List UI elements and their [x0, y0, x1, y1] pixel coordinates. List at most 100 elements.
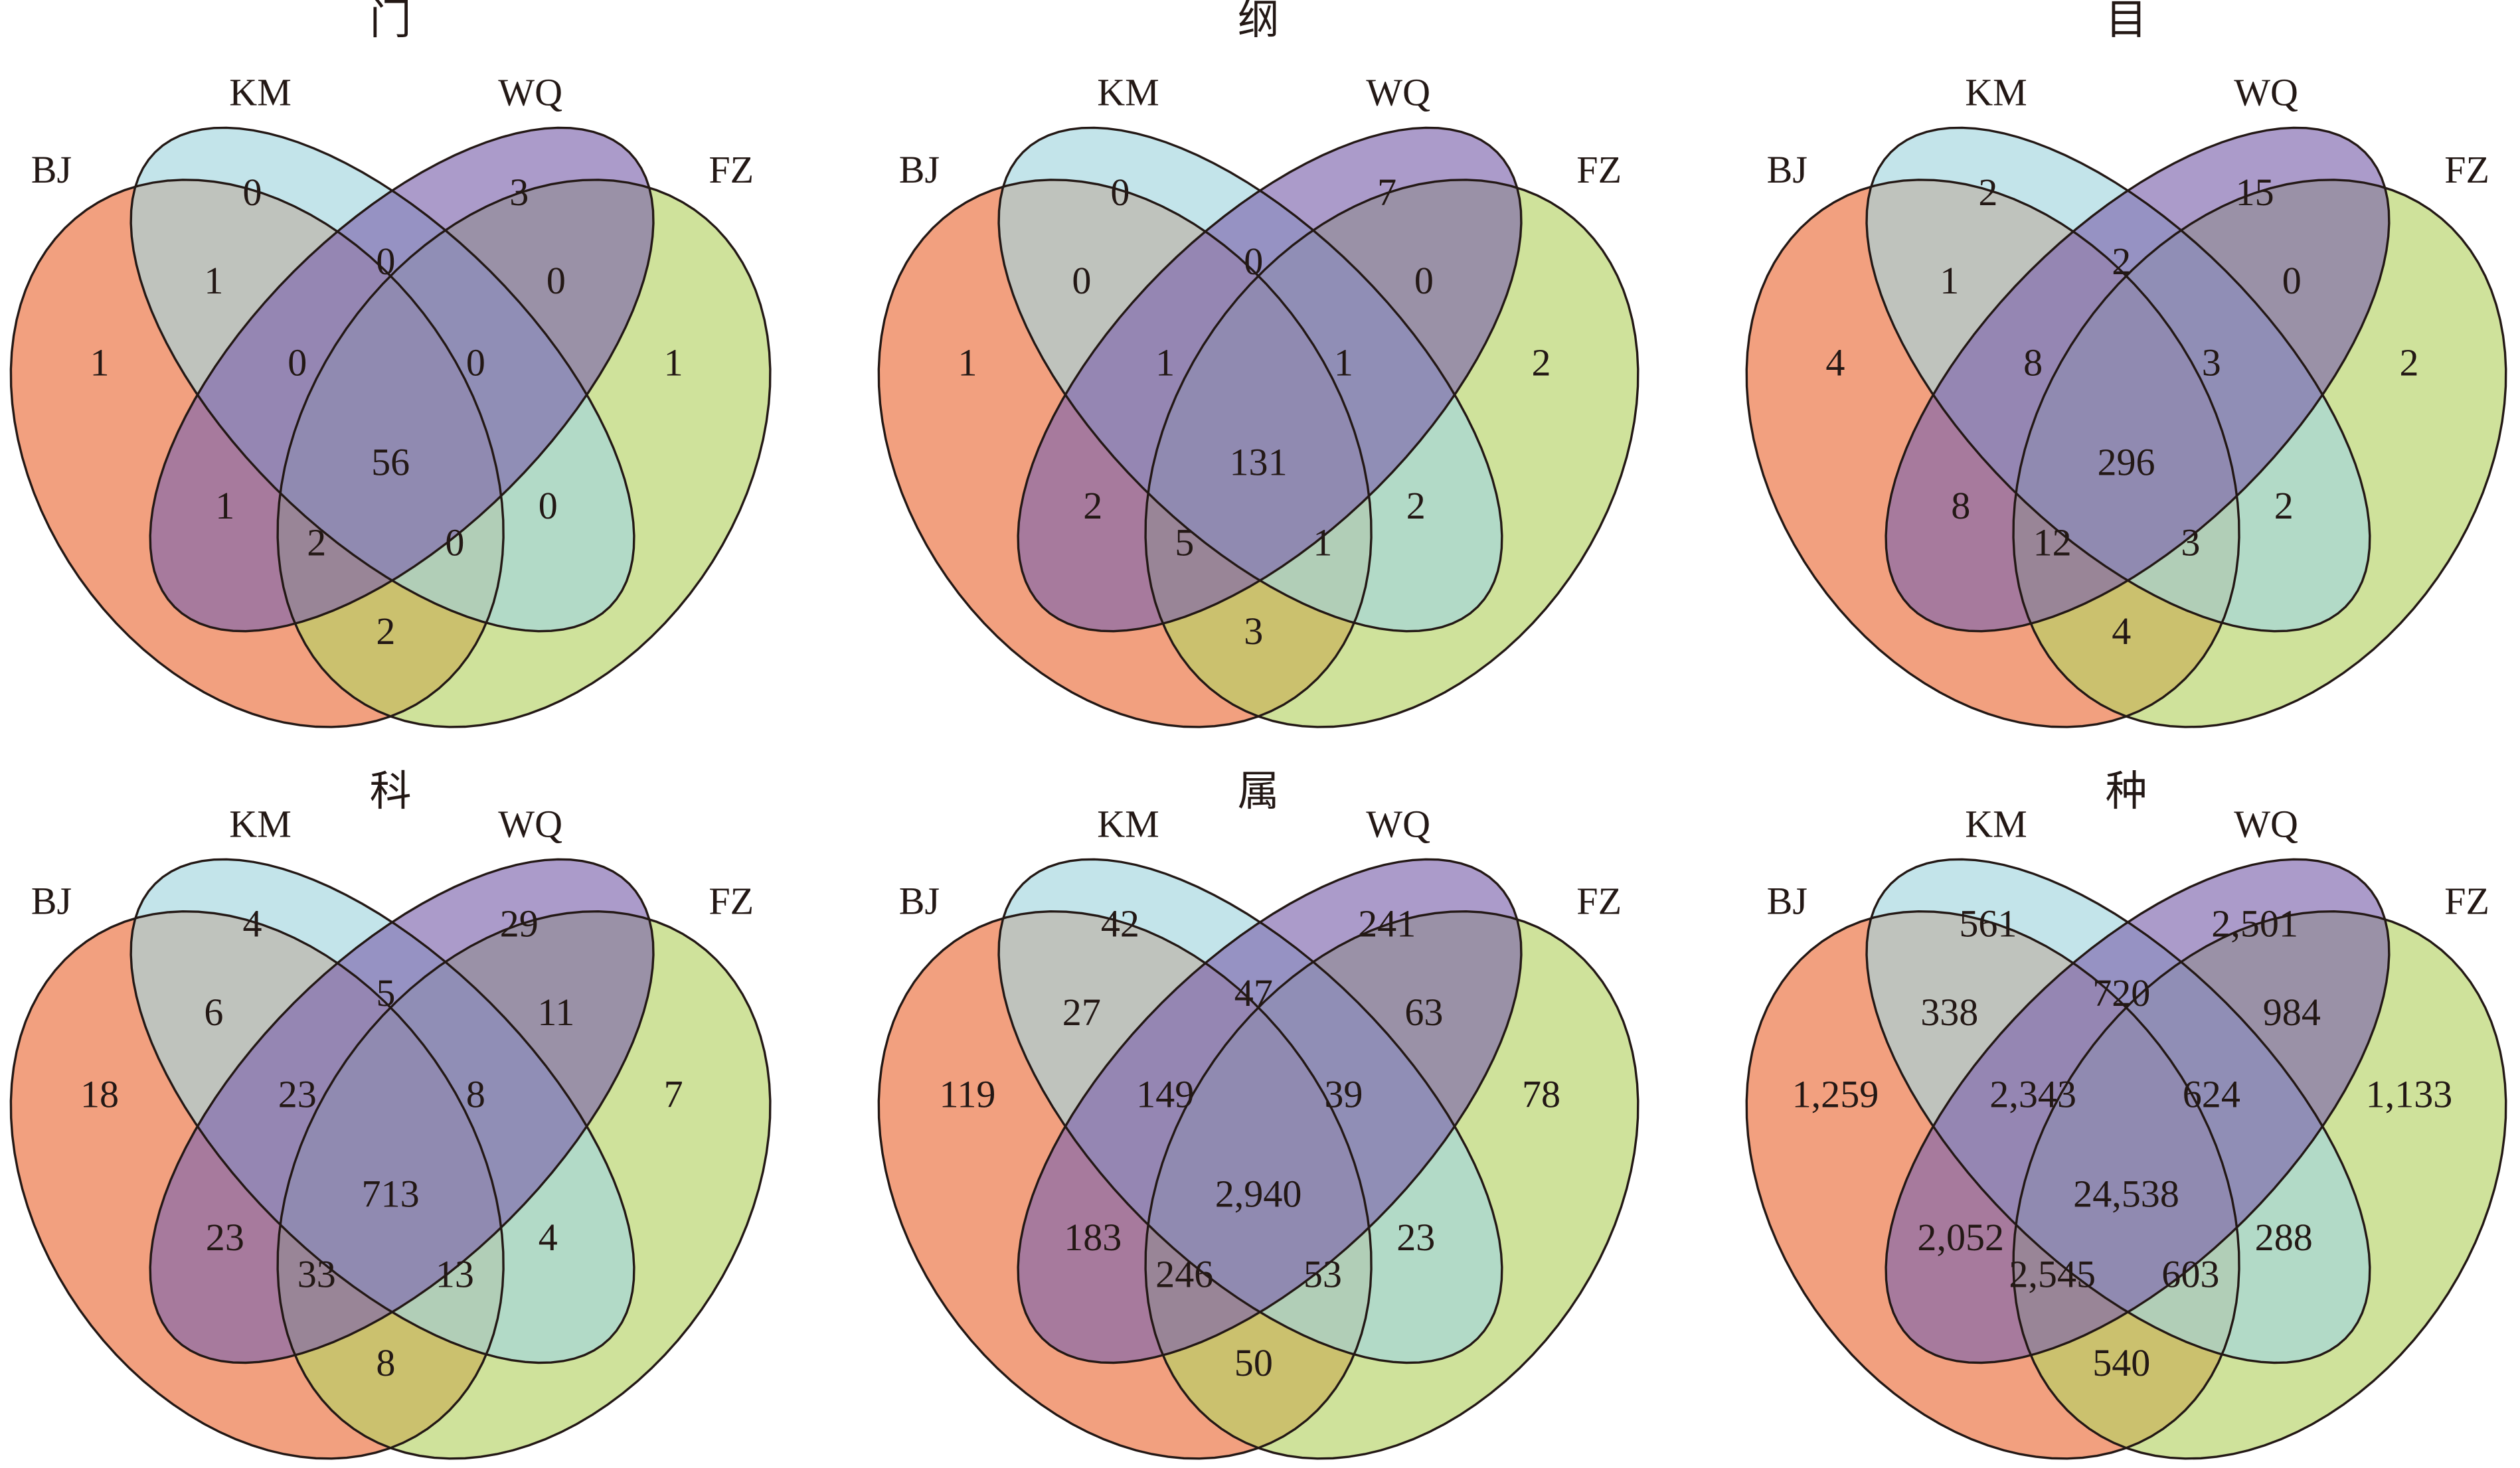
venn-panel: 科 BJ KM WQ FZ 4 29 5 6 11 18 7 23 8 713 23 4 33 13 8 [9, 768, 772, 1460]
region-count-bj-wq-fz: 33 [297, 1253, 336, 1296]
region-count-wq: 15 [2236, 171, 2274, 214]
region-count-bj-km-fz: 13 [436, 1253, 474, 1296]
region-count-bj-km: 6 [204, 991, 223, 1034]
set-label-wq: WQ [2234, 71, 2298, 114]
set-fz-outline [276, 179, 772, 728]
region-count-km-fz: 23 [1396, 1216, 1435, 1259]
region-count-km: 2 [1978, 171, 1997, 214]
region-count-bj-km: 1 [1940, 259, 1959, 302]
region-count-bj-km-wq-fz: 713 [362, 1172, 420, 1215]
set-label-km: KM [229, 802, 292, 845]
region-count-bj-km-wq-fz: 296 [2097, 441, 2155, 484]
region-count-bj-wq: 1 [215, 484, 234, 527]
set-wq-ellipse [150, 127, 653, 631]
set-label-wq: WQ [1366, 71, 1430, 114]
set-bj-outline [1745, 179, 2240, 728]
region-count-fz: 2 [2399, 341, 2418, 384]
region-count-km-wq: 5 [376, 971, 395, 1015]
region-count-wq: 7 [1377, 171, 1396, 214]
region-count-bj-km: 0 [1072, 259, 1091, 302]
panel-title: 目 [2106, 0, 2147, 43]
set-fz-outline [2012, 179, 2507, 728]
region-count-wq: 241 [1358, 902, 1416, 945]
venn-panel: 门 BJ KM WQ FZ 0 3 0 1 0 1 1 0 0 56 1 0 2 0 2 [9, 0, 772, 728]
panel-title: 科 [370, 768, 412, 815]
region-count-wq: 3 [509, 171, 529, 214]
region-count-bj: 119 [940, 1072, 996, 1115]
set-bj-outline [9, 179, 505, 728]
set-km-outline [129, 126, 635, 633]
region-count-bj-km-fz: 3 [2181, 521, 2200, 564]
region-count-fz: 7 [664, 1072, 683, 1115]
set-label-wq: WQ [498, 802, 562, 845]
set-label-bj: BJ [31, 880, 72, 923]
region-count-km-fz: 2 [2274, 484, 2294, 527]
venn-panel: 属 BJ KM WQ FZ 42 241 47 27 63 119 78 149 39 2,940 183 23… [877, 768, 1639, 1460]
region-count-wq-fz: 0 [1414, 259, 1434, 302]
set-label-fz: FZ [2444, 880, 2489, 923]
region-count-wq: 29 [500, 902, 539, 945]
set-wq-ellipse [1886, 859, 2389, 1363]
set-label-bj: BJ [899, 148, 940, 191]
set-label-bj: BJ [1767, 880, 1807, 923]
region-count-bj-wq-fz: 246 [1155, 1253, 1213, 1296]
set-label-fz: FZ [709, 880, 754, 923]
region-count-bj-km: 1 [204, 259, 223, 302]
region-count-bj-fz: 50 [1234, 1341, 1273, 1384]
set-fz-outline [276, 910, 772, 1460]
region-count-km-wq: 720 [2092, 971, 2150, 1015]
region-count-bj-km: 27 [1062, 991, 1101, 1034]
region-count-bj-fz: 2 [376, 610, 395, 653]
set-bj-outline [1745, 910, 2240, 1460]
region-count-fz: 1 [664, 341, 683, 384]
region-count-km-wq-fz: 39 [1324, 1072, 1363, 1115]
set-wq-outline [1017, 126, 1523, 633]
region-count-km: 561 [1959, 902, 2017, 945]
region-count-km-wq: 0 [1244, 240, 1263, 283]
region-count-km-wq: 47 [1234, 971, 1273, 1015]
region-count-km-wq-fz: 0 [466, 341, 485, 384]
set-wq-outline [1885, 858, 2391, 1364]
region-count-km: 42 [1101, 902, 1139, 945]
set-km-outline [997, 858, 1503, 1364]
region-count-bj-km-wq: 149 [1136, 1072, 1194, 1115]
set-label-wq: WQ [1366, 802, 1430, 845]
set-bj-outline [877, 910, 1373, 1460]
region-count-km-wq: 0 [376, 240, 395, 283]
region-count-bj-km-wq-fz: 24,538 [2073, 1172, 2179, 1215]
region-count-bj-km-fz: 1 [1313, 521, 1332, 564]
region-count-bj-km-wq: 2,343 [1989, 1072, 2076, 1115]
region-count-km: 0 [242, 171, 262, 214]
set-label-km: KM [1097, 71, 1159, 114]
set-km-outline [1865, 858, 2371, 1364]
region-count-bj-km-wq-fz: 56 [371, 441, 410, 484]
region-count-bj-fz: 3 [1244, 610, 1263, 653]
panel-title: 纲 [1238, 0, 1280, 43]
region-count-km-wq: 2 [2112, 240, 2131, 283]
region-count-bj-wq: 8 [1951, 484, 1970, 527]
venn-panel: 种 BJ KM WQ FZ 561 2,501 720 338 984 1,259 1,133 2,34… [1745, 768, 2507, 1460]
region-count-km: 0 [1110, 171, 1130, 214]
region-count-bj-km-wq-fz: 2,940 [1215, 1172, 1302, 1215]
region-count-bj: 1 [958, 341, 977, 384]
region-count-bj-fz: 8 [376, 1341, 395, 1384]
region-count-bj-wq-fz: 2,545 [2009, 1253, 2096, 1296]
panel-title: 属 [1238, 768, 1280, 815]
set-label-km: KM [229, 71, 292, 114]
region-count-bj-km-fz: 53 [1303, 1253, 1342, 1296]
region-count-fz: 78 [1522, 1072, 1560, 1115]
region-count-bj-wq-fz: 12 [2033, 521, 2072, 564]
set-label-wq: WQ [498, 71, 562, 114]
region-count-wq: 2,501 [2211, 902, 2298, 945]
region-count-bj-km-wq-fz: 131 [1230, 441, 1288, 484]
set-wq-outline [149, 126, 655, 633]
set-label-bj: BJ [899, 880, 940, 923]
region-count-bj-fz: 540 [2092, 1341, 2150, 1384]
set-label-wq: WQ [2234, 802, 2298, 845]
set-label-fz: FZ [1576, 148, 1622, 191]
region-count-bj: 18 [80, 1072, 119, 1115]
set-bj-outline [9, 910, 505, 1460]
region-count-bj: 1,259 [1792, 1072, 1879, 1115]
set-km-outline [129, 858, 635, 1364]
region-count-fz: 1,133 [2366, 1072, 2453, 1115]
